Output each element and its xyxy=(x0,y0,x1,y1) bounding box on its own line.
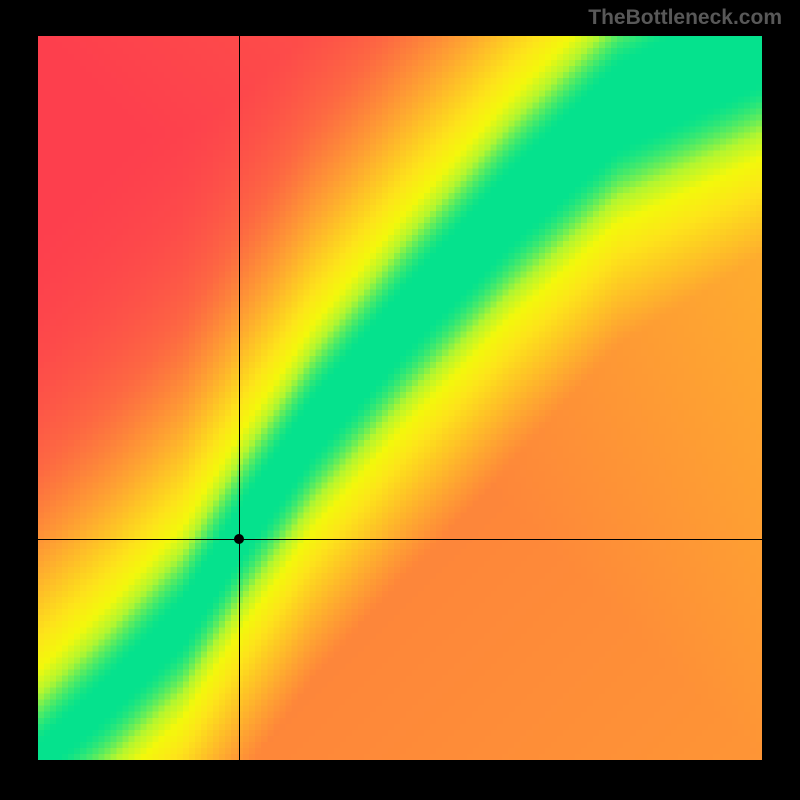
crosshair-vertical xyxy=(239,36,240,760)
heatmap-plot xyxy=(38,36,762,760)
marker-point xyxy=(234,534,244,544)
heatmap-canvas xyxy=(38,36,762,760)
watermark-text: TheBottleneck.com xyxy=(588,6,782,30)
crosshair-horizontal xyxy=(38,539,762,540)
